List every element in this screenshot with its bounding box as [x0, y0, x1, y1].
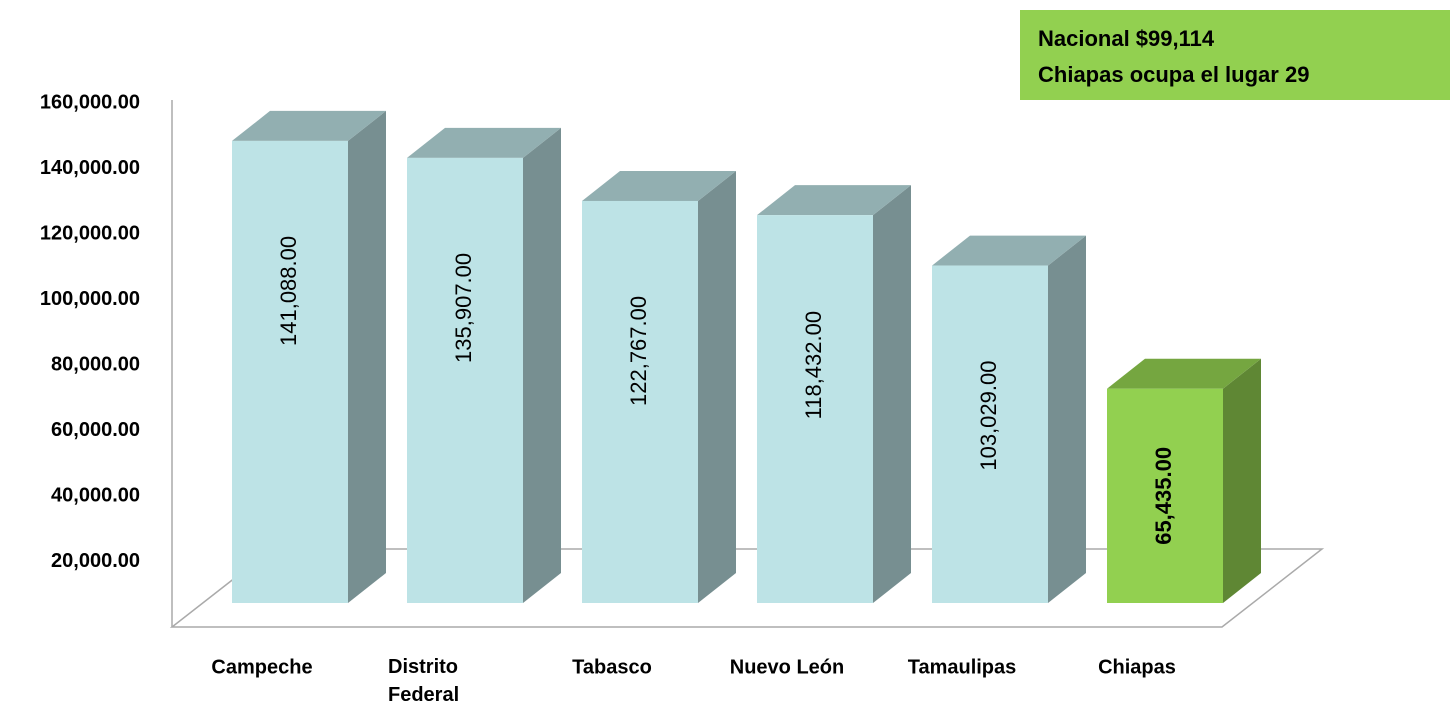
bar	[232, 110, 386, 603]
bar-side	[873, 185, 911, 603]
bar-side	[1223, 358, 1261, 603]
bar	[407, 127, 561, 603]
y-tick-label: 100,000.00	[40, 288, 140, 310]
bar-side	[698, 170, 736, 603]
bar-side	[348, 110, 386, 603]
bar-top	[407, 127, 561, 158]
x-tick-label: Chiapas	[1098, 656, 1176, 678]
y-tick-label: 20,000.00	[51, 550, 140, 572]
x-tick-label: Campeche	[211, 656, 312, 678]
value-label: 65,435.00	[1151, 447, 1176, 545]
bar-top	[582, 170, 736, 201]
bar	[582, 170, 736, 603]
annotation: Chiapas ocupa el lugar 29	[1038, 62, 1309, 87]
y-tick-label: 40,000.00	[51, 484, 140, 506]
bar-top	[1107, 358, 1261, 389]
bar	[1107, 358, 1261, 603]
value-label: 135,907.00	[451, 253, 476, 363]
y-tick-label: 140,000.00	[40, 157, 140, 179]
bar-front	[582, 200, 698, 603]
y-tick-label: 120,000.00	[40, 222, 140, 244]
y-tick-label: 80,000.00	[51, 353, 140, 375]
annotation: Nacional $99,114	[1038, 26, 1215, 51]
y-tick-label: 60,000.00	[51, 419, 140, 441]
bar-front	[407, 157, 523, 603]
bar-top	[232, 110, 386, 141]
bar-front	[932, 265, 1048, 603]
bar-front	[757, 215, 873, 603]
value-label: 141,088.00	[276, 236, 301, 346]
x-tick-label: Tabasco	[572, 656, 652, 678]
annotation-box	[1020, 10, 1450, 100]
value-label: 122,767.00	[626, 296, 651, 406]
bar-front	[1107, 388, 1223, 603]
x-tick-label: Nuevo León	[730, 656, 844, 678]
bar	[932, 235, 1086, 604]
bar	[757, 185, 911, 603]
bar-side	[1048, 235, 1086, 604]
bar-side	[523, 127, 561, 603]
value-label: 103,029.00	[976, 361, 1001, 471]
x-tick-label: Tamaulipas	[908, 656, 1017, 678]
y-tick-label: 160,000.00	[40, 91, 140, 113]
bar-top	[932, 235, 1086, 266]
x-tick-label: Distrito Federal	[388, 656, 459, 706]
bar-top	[757, 185, 911, 216]
bar-front	[232, 140, 348, 603]
value-label: 118,432.00	[801, 311, 826, 419]
